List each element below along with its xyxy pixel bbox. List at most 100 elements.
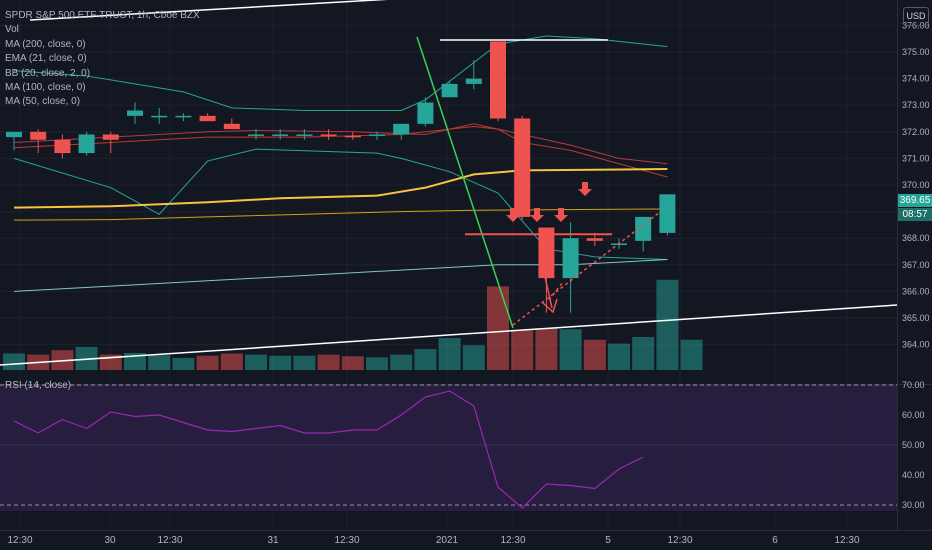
trendline-top — [29, 0, 389, 21]
candle-body — [320, 134, 337, 136]
time-tick-label: 12:30 — [334, 535, 359, 546]
rsi-tick-label: 30.00 — [902, 500, 925, 510]
volume-bar — [414, 349, 437, 370]
candle-body — [54, 139, 71, 154]
candle-body — [30, 131, 47, 140]
candle-body — [6, 131, 22, 138]
rsi-tick-label: 40.00 — [902, 470, 925, 480]
down-arrow-marker — [578, 182, 592, 196]
volume-bar — [511, 330, 534, 370]
price-tick-label: 368.00 — [902, 233, 930, 243]
rsi-tick-label: 50.00 — [902, 440, 925, 450]
time-tick-label: 12:30 — [500, 535, 525, 546]
candle-body — [151, 115, 168, 118]
price-tick-label: 374.00 — [902, 74, 930, 84]
volume-bar — [148, 355, 171, 370]
candle-body — [417, 102, 434, 124]
candle-body — [514, 118, 531, 217]
price-tick-label: 366.00 — [902, 286, 930, 296]
volume-bar — [632, 337, 655, 370]
price-tick-label: 364.00 — [902, 340, 930, 350]
rsi-band — [0, 385, 897, 511]
time-tick-label: 31 — [267, 535, 279, 546]
volume-bar — [269, 355, 292, 370]
candle-body — [78, 134, 95, 154]
price-tick-label: 372.00 — [902, 127, 930, 137]
rsi-tick-label: 70.00 — [902, 380, 925, 390]
price-tick-label: 370.00 — [902, 180, 930, 190]
volume-bar — [317, 354, 340, 370]
red-arrow-tail — [548, 281, 564, 301]
legend-title: SPDR S&P 500 ETF TRUST, 1h, Cboe BZX — [5, 10, 200, 21]
down-arrow-marker — [554, 208, 568, 222]
candle-body — [562, 238, 579, 279]
volume-bar — [293, 355, 316, 370]
time-tick-label: 12:30 — [157, 535, 182, 546]
time-tick-label: 12:30 — [667, 535, 692, 546]
legend-bb: BB (20, close, 2, 0) — [5, 67, 91, 79]
candle-body — [296, 134, 313, 136]
volume-bar — [462, 345, 485, 370]
price-tick-label: 373.00 — [902, 100, 930, 110]
volume-bar — [341, 356, 364, 370]
volume-bar — [680, 339, 703, 370]
trendline-green — [416, 36, 514, 329]
candle-body — [223, 123, 240, 130]
price-tick-label: 371.00 — [902, 153, 930, 163]
volume-bar — [196, 355, 219, 370]
volume-bar — [559, 329, 582, 370]
dotted-trendline — [512, 211, 661, 326]
candle-body — [490, 41, 506, 119]
legend-vol: Vol — [5, 24, 19, 36]
volume-bar — [75, 346, 98, 370]
legend-ema21: EMA (21, close, 0) — [5, 53, 87, 65]
bb-lower-line — [13, 148, 668, 260]
candle-body — [344, 135, 361, 138]
volume-bar — [487, 286, 509, 370]
ma50-line — [13, 258, 668, 292]
price-tick-label: 375.00 — [902, 47, 930, 57]
chart-legend: SPDR S&P 500 ETF TRUST, 1h, Cboe BZX Vol… — [5, 9, 200, 110]
price-tick-label: 367.00 — [902, 260, 930, 270]
time-tick-label: 12:30 — [7, 535, 32, 546]
rsi-legend: RSI (14, close) — [5, 380, 72, 391]
candle-body — [102, 134, 119, 140]
countdown-tag: 08:57 — [898, 208, 932, 221]
volume-bar — [438, 338, 461, 370]
ema21-line — [13, 125, 668, 178]
volume-bar — [124, 352, 146, 370]
volume-bar — [535, 328, 558, 370]
candle-body — [175, 115, 192, 118]
price-pane — [0, 0, 897, 384]
candle-body — [272, 134, 289, 136]
time-tick-label: 6 — [772, 535, 778, 546]
currency-button[interactable]: USD — [903, 7, 929, 26]
bb-upper-line — [13, 35, 668, 112]
legend-ma200: MA (200, close, 0) — [5, 38, 86, 50]
trendline-support — [0, 304, 898, 366]
legend-ma50: MA (50, close, 0) — [5, 96, 81, 108]
volume-bar — [366, 357, 388, 370]
volume-bar — [172, 357, 195, 370]
candle-body — [586, 238, 603, 241]
rsi-line — [13, 390, 644, 509]
volume-bar — [220, 353, 243, 370]
ma100-line — [13, 168, 668, 209]
time-tick-label: 30 — [104, 535, 116, 546]
rsi-tick-label: 60.00 — [902, 410, 925, 420]
time-tick-label: 12:30 — [834, 535, 859, 546]
bb-basis-line — [13, 123, 668, 165]
volume-bar — [245, 354, 267, 370]
candle-body — [441, 83, 458, 98]
down-arrow-marker — [530, 208, 544, 222]
time-tick-label: 5 — [605, 535, 611, 546]
volume-bar — [656, 279, 679, 370]
price-tick-label: 365.00 — [902, 313, 930, 323]
candle-body — [393, 123, 410, 135]
down-arrow-marker — [506, 208, 520, 222]
candle-body — [465, 78, 482, 84]
volume-bar — [390, 354, 413, 370]
candle-body — [635, 216, 652, 241]
candle-body — [659, 194, 676, 233]
